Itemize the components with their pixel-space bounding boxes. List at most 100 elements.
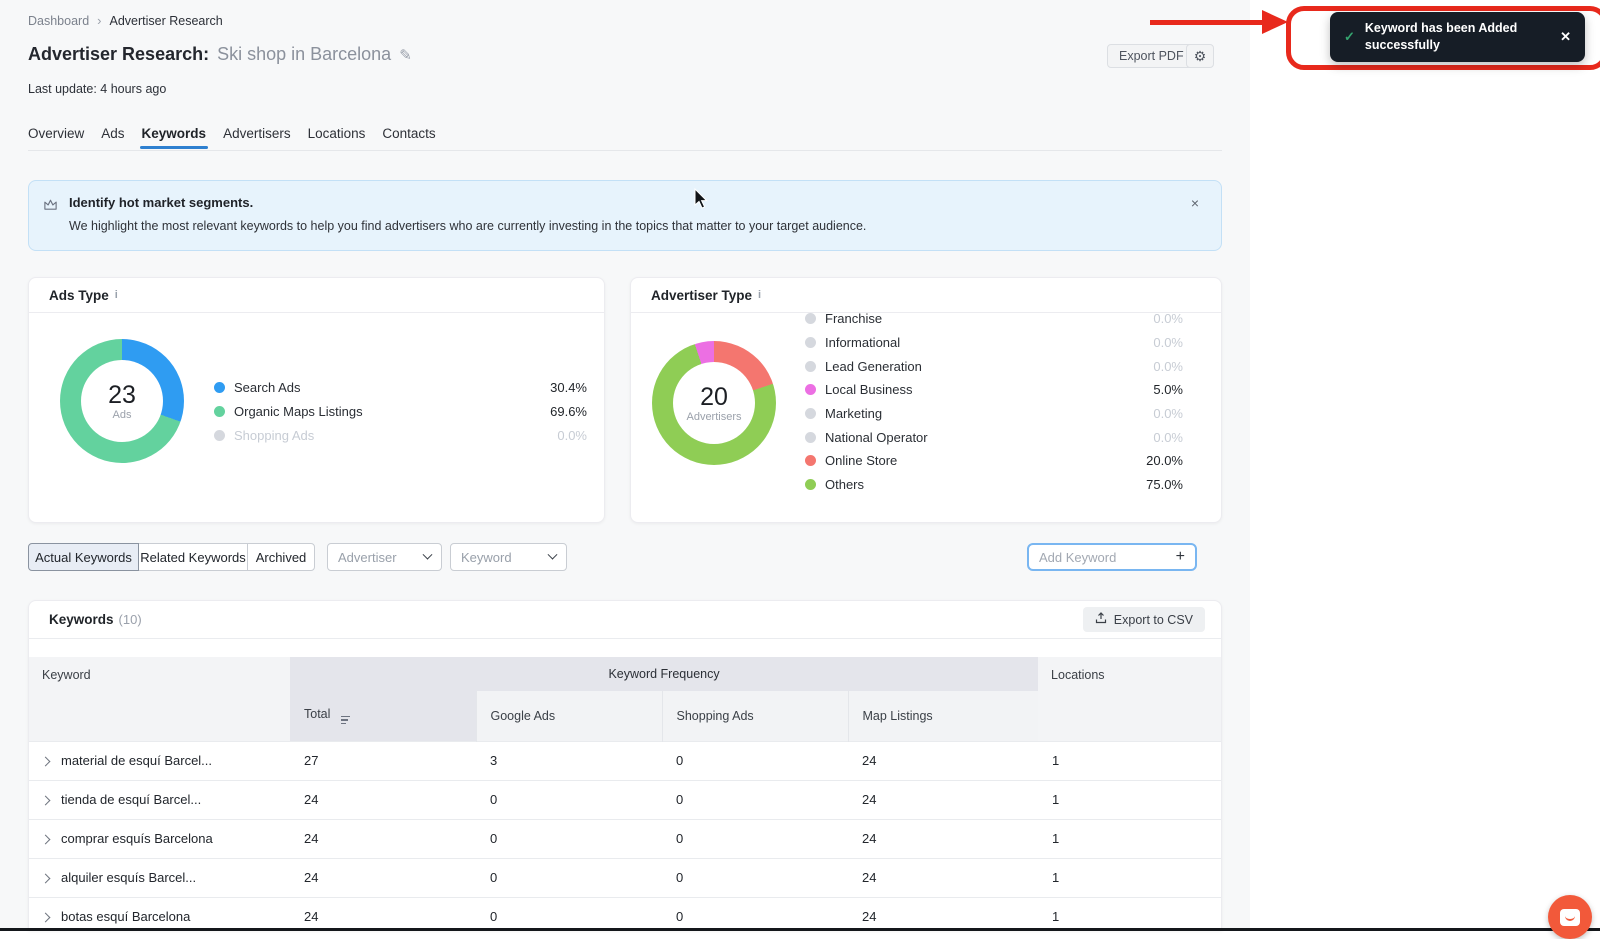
tab-contacts[interactable]: Contacts: [382, 126, 435, 147]
close-icon[interactable]: ✕: [1560, 29, 1571, 45]
legend-value: 0.0%: [1153, 311, 1183, 326]
keywords-count-badge: (10): [119, 612, 142, 627]
tab-keywords[interactable]: Keywords: [142, 126, 207, 147]
legend-label: Organic Maps Listings: [234, 404, 363, 419]
locations-cell: 1: [1038, 897, 1222, 931]
info-icon[interactable]: i: [115, 289, 118, 301]
upload-icon: [1095, 612, 1107, 627]
expand-chevron-icon[interactable]: [41, 835, 51, 845]
report-name: Ski shop in Barcelona: [217, 44, 391, 65]
table-row[interactable]: tienda de esquí Barcel...2400241: [29, 780, 1222, 819]
banner-close-icon[interactable]: ×: [1191, 195, 1199, 211]
info-icon[interactable]: i: [758, 289, 761, 301]
keywords-table-title: Keywords: [49, 612, 114, 627]
legend-dot-icon: [214, 406, 225, 417]
expand-chevron-icon[interactable]: [41, 796, 51, 806]
keyword-cell: material de esquí Barcel...: [61, 753, 212, 768]
shopping-ads-cell: 0: [662, 897, 848, 931]
legend-item: Shopping Ads0.0%: [214, 423, 587, 447]
legend-label: Local Business: [825, 382, 912, 397]
column-header-google-ads: Google Ads: [476, 691, 662, 741]
locations-cell: 1: [1038, 741, 1222, 780]
settings-button[interactable]: ⚙: [1186, 44, 1214, 68]
keyword-cell: comprar esquís Barcelona: [61, 831, 213, 846]
legend-item: National Operator0.0%: [805, 425, 1183, 449]
export-csv-button[interactable]: Export to CSV: [1083, 607, 1205, 632]
breadcrumb: Dashboard › Advertiser Research: [28, 13, 223, 28]
keyword-dropdown[interactable]: Keyword: [450, 543, 567, 571]
advertiser-dropdown[interactable]: Advertiser: [327, 543, 442, 571]
expand-chevron-icon[interactable]: [41, 874, 51, 884]
total-cell: 24: [290, 858, 476, 897]
chat-widget-button[interactable]: [1548, 895, 1592, 939]
keywords-table-card: Keywords (10) Export to CSV Keyword Keyw…: [28, 600, 1222, 931]
tab-ads[interactable]: Ads: [101, 126, 124, 147]
google-ads-cell: 0: [476, 819, 662, 858]
segment-actual-keywords[interactable]: Actual Keywords: [28, 543, 139, 571]
advertiser-type-legend: Franchise0.0%Informational0.0%Lead Gener…: [805, 307, 1183, 497]
chevron-down-icon: [423, 549, 433, 559]
advertisers-count-label: Advertisers: [686, 411, 741, 423]
legend-dot-icon: [805, 361, 816, 372]
annotation-arrow: [1150, 20, 1264, 25]
legend-dot-icon: [805, 408, 816, 419]
column-header-keyword: Keyword: [29, 657, 290, 741]
ads-type-card: Ads Type i 23 Ads Search Ads30.4%Organic…: [28, 277, 605, 523]
legend-value: 5.0%: [1153, 382, 1183, 397]
legend-item: Informational0.0%: [805, 331, 1183, 355]
segment-archived[interactable]: Archived: [247, 543, 315, 571]
donut-center: 23 Ads: [81, 360, 163, 442]
keyword-dropdown-placeholder: Keyword: [461, 550, 512, 565]
expand-chevron-icon[interactable]: [41, 757, 51, 767]
legend-label: Marketing: [825, 406, 882, 421]
legend-label: Others: [825, 477, 864, 492]
total-cell: 24: [290, 819, 476, 858]
legend-label: Lead Generation: [825, 359, 922, 374]
breadcrumb-separator-icon: ›: [97, 13, 101, 28]
ads-count-label: Ads: [113, 409, 132, 421]
table-row[interactable]: comprar esquís Barcelona2400241: [29, 819, 1222, 858]
keywords-table-header: Keywords (10) Export to CSV: [29, 601, 1221, 639]
check-icon: ✓: [1344, 29, 1355, 45]
shopping-ads-cell: 0: [662, 858, 848, 897]
legend-label: National Operator: [825, 430, 928, 445]
keywords-segment-control: Actual KeywordsRelated KeywordsArchived: [28, 543, 315, 571]
add-keyword-field: +: [1027, 543, 1197, 571]
annotation-arrow-head: [1262, 10, 1288, 34]
advertiser-type-card: Advertiser Type i 20 Advertisers Franchi…: [630, 277, 1222, 523]
page-title: Advertiser Research:: [28, 44, 209, 65]
locations-cell: 1: [1038, 858, 1222, 897]
map-listings-cell: 24: [848, 858, 1038, 897]
advertisers-count: 20: [700, 384, 728, 410]
locations-cell: 1: [1038, 819, 1222, 858]
table-row[interactable]: alquiler esquís Barcel...2400241: [29, 858, 1222, 897]
column-header-total[interactable]: Total: [290, 691, 476, 741]
sort-icon[interactable]: [341, 716, 350, 725]
column-group-keyword-frequency: Keyword Frequency: [290, 657, 1038, 691]
map-listings-cell: 24: [848, 819, 1038, 858]
total-cell: 27: [290, 741, 476, 780]
chat-icon: [1560, 909, 1580, 926]
last-update-text: Last update: 4 hours ago: [28, 82, 166, 96]
column-header-locations: Locations: [1038, 657, 1222, 741]
toast-message: Keyword has been Added successfully: [1365, 20, 1517, 54]
legend-label: Informational: [825, 335, 900, 350]
table-row[interactable]: material de esquí Barcel...2730241: [29, 741, 1222, 780]
edit-pencil-icon[interactable]: ✎: [399, 46, 412, 64]
breadcrumb-dashboard-link[interactable]: Dashboard: [28, 14, 89, 28]
add-keyword-input[interactable]: [1039, 550, 1176, 565]
legend-dot-icon: [805, 313, 816, 324]
table-row[interactable]: botas esquí Barcelona2400241: [29, 897, 1222, 931]
legend-dot-icon: [805, 455, 816, 466]
export-pdf-button[interactable]: Export PDF: [1107, 44, 1196, 68]
ads-type-title: Ads Type: [49, 288, 109, 303]
tab-overview[interactable]: Overview: [28, 126, 84, 147]
tab-locations[interactable]: Locations: [308, 126, 366, 147]
legend-dot-icon: [214, 430, 225, 441]
column-header-map-listings: Map Listings: [848, 691, 1038, 741]
segment-related-keywords[interactable]: Related Keywords: [138, 543, 248, 571]
ads-type-legend: Search Ads30.4%Organic Maps Listings69.6…: [214, 375, 587, 447]
tab-advertisers[interactable]: Advertisers: [223, 126, 291, 147]
plus-icon[interactable]: +: [1176, 548, 1185, 566]
expand-chevron-icon[interactable]: [41, 913, 51, 923]
